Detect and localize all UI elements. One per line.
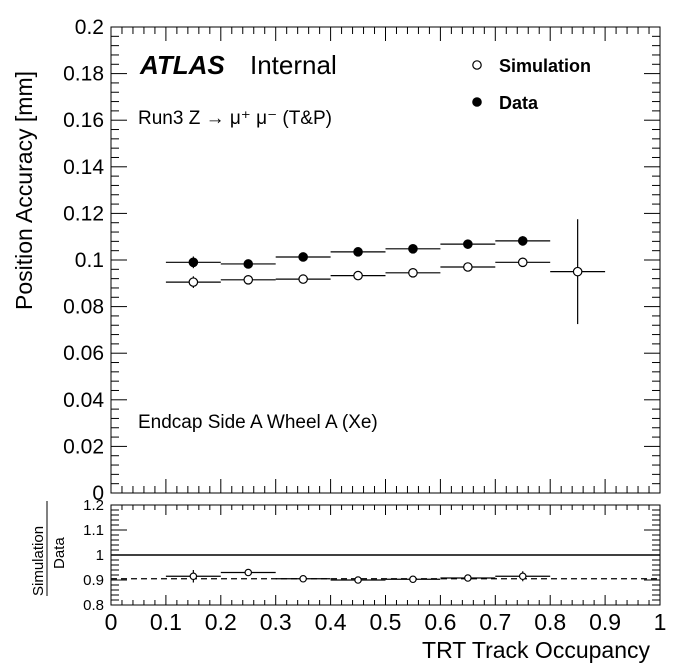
ratio-y-axis-title: Simulation Data — [30, 501, 68, 596]
ratio-y-title-numerator: Simulation — [30, 526, 47, 596]
region-label: Endcap Side A Wheel A (Xe) — [138, 412, 378, 433]
ratio-point — [409, 575, 417, 584]
ratio-y-tick-label: 1.2 — [83, 497, 104, 514]
main-y-tick-label: 0.04 — [63, 389, 104, 412]
ratio-point — [354, 576, 362, 584]
data-point — [298, 252, 308, 262]
axis-ticks — [110, 26, 661, 606]
main-y-tick-label: 0.02 — [63, 435, 104, 458]
x-tick-label: 0.3 — [260, 609, 292, 635]
x-tick-label: 0.1 — [150, 609, 182, 635]
data-point — [408, 244, 418, 254]
process-label: Run3 Z → μ⁺ μ⁻ (T&P) — [138, 108, 332, 129]
simulation-point — [298, 274, 308, 284]
main-y-tick-label: 0.2 — [75, 16, 104, 39]
ratio-y-tick-label: 1.1 — [83, 522, 104, 539]
ratio-point — [299, 574, 307, 583]
ratio-y-tick-label: 0.9 — [83, 572, 104, 589]
simulation-point — [408, 268, 418, 278]
x-tick-label: 0.9 — [589, 609, 621, 635]
ratio-y-tick-label: 1 — [96, 547, 104, 564]
main-y-tick-label: 0 — [92, 482, 104, 505]
x-tick-label: 0.4 — [315, 609, 347, 635]
main-y-tick-label: 0.1 — [75, 249, 104, 272]
x-tick-label: 0.6 — [424, 609, 456, 635]
simulation-point — [353, 270, 363, 281]
main-y-tick-label: 0.06 — [63, 342, 104, 365]
legend-simulation-label: Simulation — [499, 56, 591, 76]
data-point — [517, 236, 528, 246]
ratio-point — [518, 572, 527, 581]
simulation-point — [517, 257, 528, 268]
data-point — [353, 247, 363, 257]
simulation-point — [572, 266, 583, 277]
ratio-point — [244, 568, 253, 577]
ratio-y-tick-label: 0.8 — [83, 597, 104, 614]
simulation-point — [243, 275, 254, 285]
main-y-tick-label: 0.14 — [63, 156, 104, 179]
main-y-tick-label: 0.16 — [63, 109, 104, 132]
atlas-label: ATLAS — [139, 50, 225, 80]
legend-data-label: Data — [499, 93, 539, 113]
data-point — [188, 257, 199, 268]
data-point — [463, 239, 473, 249]
x-tick-label: 0.5 — [370, 609, 402, 635]
main-y-tick-label: 0.12 — [63, 202, 104, 225]
legend-simulation-marker — [472, 60, 482, 70]
main-y-tick-label: 0.18 — [63, 63, 104, 86]
x-axis-title: TRT Track Occupancy — [422, 637, 650, 663]
data-point — [243, 259, 254, 269]
ratio-point — [464, 574, 472, 582]
x-tick-label: 0.8 — [534, 609, 566, 635]
x-tick-label: 0.7 — [479, 609, 511, 635]
x-tick-label: 1 — [654, 609, 667, 635]
data-markers — [165, 219, 606, 584]
simulation-point — [463, 262, 473, 272]
tick-labels: 0 0.1 0.2 0.3 0.4 0.5 0.6 0.7 0.8 0.9 1 0 0.02 0.04 0.… — [63, 16, 666, 635]
x-tick-label: 0.2 — [205, 609, 237, 635]
y-axis-title: Position Accuracy [mm] — [11, 71, 37, 310]
simulation-point — [188, 277, 199, 287]
ratio-y-title-denominator: Data — [51, 537, 68, 569]
legend: Simulation Data — [472, 56, 591, 113]
legend-data-marker — [472, 97, 482, 107]
x-tick-label: 0 — [105, 609, 118, 635]
main-y-tick-label: 0.08 — [63, 296, 104, 319]
atlas-status-label: Internal — [250, 50, 337, 80]
ratio-point — [189, 572, 198, 581]
